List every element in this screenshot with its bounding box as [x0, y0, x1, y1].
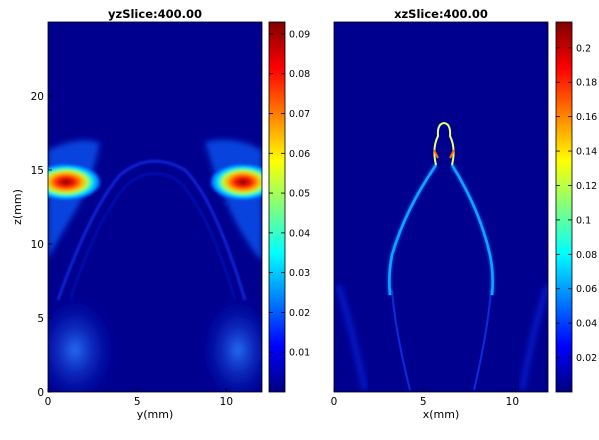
left-colorbar: [268, 21, 286, 393]
left-y-ticks: 0 5 10 15 20: [31, 91, 52, 399]
right-plot: xzSlice:400.00 0 5 10 x(mm) 0.020.040.060.…: [331, 7, 598, 421]
left-colorbar-tick-label: 0.05: [289, 189, 310, 200]
right-colorbar-tick-label: 0.18: [576, 78, 597, 89]
left-colorbar-tick-label: 0.06: [289, 149, 310, 160]
right-flame-tip-core: [433, 149, 455, 159]
left-colorbar-tick-label: 0.09: [289, 29, 310, 40]
right-colorbar-tick-label: 0.02: [576, 353, 597, 364]
left-colorbar-tick-label: 0.07: [289, 109, 310, 120]
right-colorbar-tick-label: 0.08: [576, 250, 597, 261]
left-plot-title: yzSlice:400.00: [108, 7, 202, 21]
right-flame-right-glow: [449, 163, 496, 296]
left-hotspot-right: [209, 163, 262, 201]
left-x-axis-label: y(mm): [137, 408, 174, 421]
right-x-ticks: 0 5 10: [331, 388, 519, 408]
left-colorbar-tick-label: 0.01: [289, 348, 310, 359]
left-y-tick-label: 5: [37, 313, 44, 325]
left-hotspot-left: [48, 163, 102, 201]
right-x-axis-label: x(mm): [423, 408, 460, 421]
right-x-tick-label: 5: [420, 396, 427, 408]
right-flame-tip: [433, 121, 455, 166]
left-x-tick-label: 10: [220, 396, 233, 408]
right-colorbar-tick-label: 0.2: [576, 43, 591, 54]
right-plot-title: xzSlice:400.00: [394, 7, 488, 21]
right-x-tick-label: 0: [331, 396, 338, 408]
right-colorbar: [555, 21, 573, 393]
left-x-tick-label: 5: [134, 396, 141, 408]
right-faint-left-streak: [335, 284, 368, 391]
left-y-tick-label: 0: [37, 387, 44, 399]
left-colorbar-tick-label: 0.03: [289, 268, 310, 279]
left-y-tick-label: 20: [31, 91, 44, 103]
left-y-tick-label: 10: [31, 239, 44, 251]
left-plot: yzSlice:400.00 0 5 10 0 5 10 15 20 y(mm) z(mm)…: [11, 7, 310, 421]
right-colorbar-ticks: 0.02 0.04 0.06 0.08 0.1 0.12 0.14 0.16 0.18 0.2: [556, 43, 597, 364]
right-heatmap-background: [334, 22, 548, 392]
right-colorbar-tick-label: 0.16: [576, 112, 597, 123]
left-y-tick-label: 15: [31, 165, 44, 177]
right-faint-right-streak: [519, 283, 548, 391]
left-arch-outline: [56, 159, 247, 301]
right-x-tick-label: 10: [506, 396, 519, 408]
left-lower-right-blob: [200, 295, 262, 392]
right-colorbar-tick-label: 0.06: [576, 284, 597, 295]
left-lower-left-blob: [48, 295, 117, 392]
right-colorbar-tick-label: 0.04: [576, 319, 597, 330]
left-colorbar-tick-label: 0.08: [289, 69, 310, 80]
right-flame-left-glow: [386, 163, 439, 296]
right-heatmap: [334, 22, 548, 392]
right-inner-right-curve: [473, 289, 492, 391]
left-plot-frame: [47, 21, 263, 393]
right-inner-left-curve: [391, 289, 411, 391]
left-x-ticks: 0 5 10: [45, 388, 233, 408]
left-colorbar-tick-label: 0.04: [289, 228, 310, 239]
right-plot-frame: [333, 21, 549, 393]
left-colorbar-tick-label: 0.02: [289, 308, 310, 319]
right-colorbar-tick-label: 0.12: [576, 181, 597, 192]
left-heatmap: [48, 22, 262, 392]
left-y-axis-label: z(mm): [11, 189, 24, 225]
left-x-tick-label: 0: [45, 396, 52, 408]
left-colorbar-ticks: 0.01 0.02 0.03 0.04 0.05 0.06 0.07 0.08 0.09: [269, 29, 310, 359]
right-colorbar-tick-label: 0.14: [576, 147, 597, 158]
right-colorbar-tick-label: 0.1: [576, 215, 591, 226]
left-arch-inner: [69, 172, 236, 301]
